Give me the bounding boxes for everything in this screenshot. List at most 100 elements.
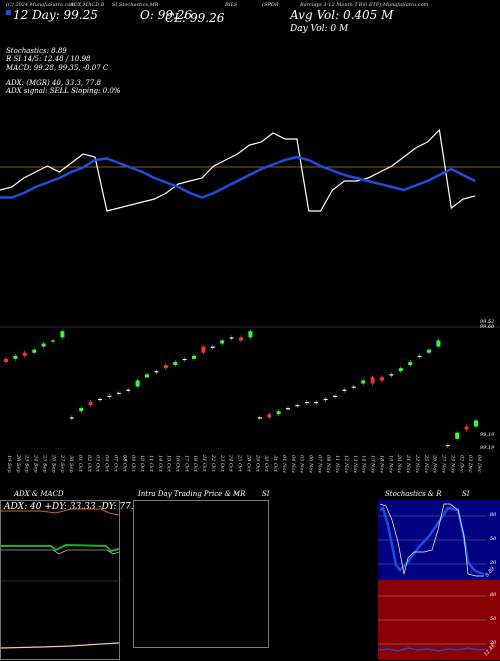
- x-tick-label: 29 Oct: [254, 454, 260, 473]
- adx-readout: ADX: (MGR) 40, 33.3, 77.8: [6, 79, 101, 87]
- x-tick-label: 25 Nov: [423, 454, 429, 473]
- main-chart: 19 Sep 20 Sep 23 Sep 24 Sep 25 Sep 26 Sep 27 S…: [0, 128, 500, 473]
- candle: [220, 338, 225, 346]
- stoch-rsi-si: SI: [462, 490, 470, 498]
- stoch-rsi-title: Stochastics & R: [385, 490, 442, 498]
- candle: [182, 356, 187, 363]
- x-tick-label: 27 Sep: [59, 454, 65, 473]
- x-tick-label: 26 Sep: [50, 454, 56, 473]
- adx-line: [1, 508, 120, 516]
- stochastics-readout: Stochastics: 8.89: [6, 47, 67, 55]
- x-tick-label: 31 Oct: [272, 455, 278, 473]
- candle: [154, 369, 159, 375]
- price-bottom-label-2: 99.19: [480, 445, 495, 451]
- x-tick-label: 24 Oct: [228, 454, 234, 473]
- candle: [22, 350, 27, 358]
- x-tick-label: 10 Oct: [139, 455, 145, 473]
- x-tick-label: 03 Oct: [95, 455, 101, 473]
- x-tick-label: 08 Nov: [325, 455, 331, 473]
- x-tick-label: 26 Nov: [432, 454, 438, 473]
- candle: [145, 372, 149, 380]
- candle: [88, 399, 93, 408]
- x-tick-label: 30 Oct: [263, 455, 269, 473]
- adx-macd-panel: ADX: 40 +DY: 33.33 -DY: 77.78: [0, 500, 145, 660]
- macd-readout: MACD: 99.28, 99.35, -0.07 C: [6, 64, 109, 72]
- x-tick-label: 30 Sep: [68, 455, 74, 473]
- x-tick-label: 02 Oct: [86, 455, 92, 473]
- intraday-panel: [133, 500, 269, 648]
- adx-macd-title: ADX & MACD: [14, 490, 64, 498]
- x-tick-label: 01 Oct: [77, 455, 83, 473]
- x-tick-label: 17 Oct: [183, 455, 189, 473]
- ticker-label: BILS: [225, 2, 238, 8]
- avg-volume: Avg Vol: 0.405 M: [290, 8, 394, 22]
- indicator-pair-label: ADX,MACD,B: [70, 2, 105, 8]
- x-tick-label: 04 Nov: [290, 455, 296, 473]
- x-tick-label: 29 Nov: [449, 454, 455, 473]
- candle: [464, 424, 469, 432]
- x-tick-label: 18 Oct: [192, 455, 198, 473]
- x-tick-label: 21 Nov: [405, 454, 411, 473]
- adx-values: ADX: 40 +DY: 33.33 -DY: 77.78: [4, 502, 146, 512]
- price-bottom-label-1: 99.19: [480, 432, 495, 438]
- site-credit: (C) 2024 MunafaSutra.com: [6, 2, 76, 8]
- x-tick-label: 16 Oct: [174, 455, 180, 473]
- x-tick-label: 14 Oct: [157, 455, 163, 473]
- candle: [32, 347, 37, 355]
- candle: [436, 338, 441, 349]
- candle: [60, 329, 65, 340]
- white-oscillator-line: [0, 128, 476, 212]
- close-label: CL: 99.26: [165, 11, 225, 25]
- candle: [229, 335, 234, 341]
- rsi-label-80: 80: [490, 592, 497, 598]
- candle: [474, 418, 478, 429]
- x-tick-label: 15 Nov: [370, 455, 376, 473]
- candle: [295, 403, 300, 409]
- x-tick-label: 18 Nov: [378, 455, 384, 473]
- candle: [380, 375, 384, 383]
- x-tick-label: 06 Nov: [308, 455, 314, 473]
- stoch-rsi-svg: [378, 500, 500, 660]
- candle: [351, 384, 356, 390]
- candle: [248, 329, 253, 340]
- x-tick-label: 14 Nov: [361, 455, 367, 473]
- candle: [445, 443, 450, 449]
- adx-signal-readout: ADX signal: SELL Sloping: 0.0%: [6, 87, 121, 95]
- x-tick-label: 19 Nov: [387, 455, 393, 473]
- x-tick-label: 07 Nov: [316, 455, 322, 473]
- rsi-line: [378, 647, 487, 652]
- intraday-title: Intra Day Trading Price & MR: [138, 490, 246, 498]
- candle: [163, 363, 168, 371]
- x-tick-label: 11 Nov: [334, 455, 340, 473]
- x-tick-label: 22 Oct: [210, 454, 216, 473]
- x-tick-label: 28 Oct: [245, 454, 251, 473]
- candle: [333, 393, 337, 399]
- legend-swatch: [6, 10, 11, 15]
- stoch-rsi-readout: R SI 14/5: 12.48 / 10.98: [6, 55, 91, 63]
- candle: [13, 353, 18, 361]
- rsi-label-50: 50: [490, 616, 497, 622]
- stoch-label-20: 20: [490, 560, 497, 566]
- day-volume: Day Vol: 0 M: [290, 24, 349, 34]
- adx-macd-svg: [1, 508, 121, 649]
- x-tick-label: 05 Nov: [299, 455, 305, 473]
- x-tick-label: 20 Sep: [15, 454, 21, 473]
- candle: [342, 387, 347, 393]
- minus-di-line: [1, 549, 120, 555]
- x-tick-label: 15 Oct: [166, 455, 172, 473]
- x-tick-label: 11 Oct: [148, 455, 154, 473]
- candle: [361, 378, 366, 386]
- price-top-label-2: 99.60: [480, 324, 495, 330]
- stoch-k-line: [379, 503, 484, 577]
- x-tick-label: 03 Dec: [467, 455, 473, 473]
- x-tick-label: 09 Oct: [130, 455, 136, 473]
- candle: [427, 347, 431, 355]
- x-tick-label: 02 Dec: [458, 455, 464, 473]
- candle: [304, 399, 309, 406]
- candle: [51, 338, 55, 344]
- x-tick-label: 04 Oct: [104, 455, 110, 473]
- x-tick-label: 04 Dec: [476, 455, 482, 473]
- candle: [276, 409, 281, 417]
- candle: [201, 344, 206, 355]
- x-tick-label: 19 Sep: [6, 455, 12, 473]
